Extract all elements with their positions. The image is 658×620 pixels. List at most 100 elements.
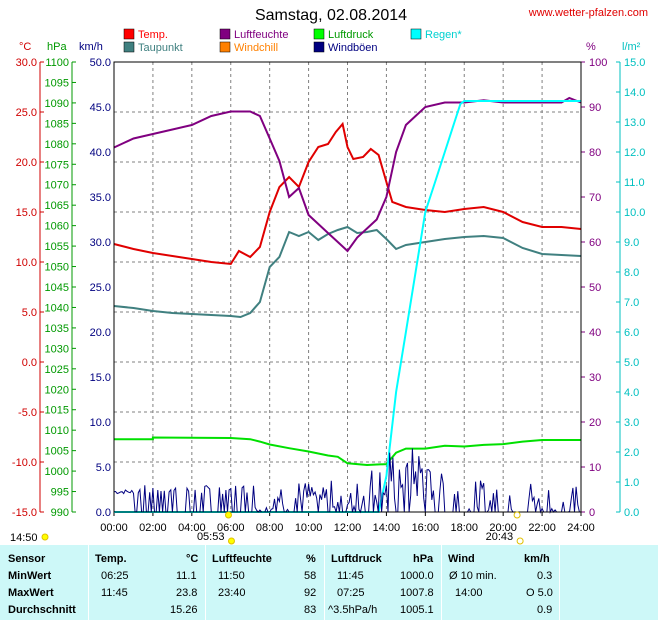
grid (114, 62, 581, 512)
tick-label-pct: 0 (589, 507, 595, 519)
stats-row-max: MaxWert 11:45 23.8 23:40 92 07:25 1007.8… (0, 585, 658, 602)
stats-header-press-unit: hPa (413, 553, 434, 565)
sunrise-icon (227, 537, 235, 545)
tick-label-pct: 60 (589, 237, 601, 249)
tick-label-x: 06:00 (217, 522, 245, 534)
tick-label-hpa: 1050 (45, 262, 69, 274)
tick-label-pct: 40 (589, 327, 601, 339)
stats-press-value: 1007.8 (400, 587, 434, 599)
axis-unit-pct: % (586, 41, 596, 53)
tick-label-temp: 5.0 (22, 307, 37, 319)
stats-header-press: Luftdruck (331, 553, 382, 565)
chart-title: Samstag, 02.08.2014 (255, 7, 407, 24)
tick-label-pct: 10 (589, 462, 601, 474)
stats-row-label: MaxWert (8, 587, 54, 599)
tick-label-temp: 10.0 (16, 257, 37, 269)
tick-label-pct: 90 (589, 102, 601, 114)
tick-label-hpa: 1090 (45, 98, 69, 110)
tick-label-x: 04:00 (178, 522, 206, 534)
tick-label-kmh: 35.0 (90, 192, 111, 204)
weather-chart: www.wetter-pfalzen.com Samstag, 02.08.20… (10, 7, 648, 545)
legend-swatch (410, 28, 422, 40)
tick-label-hpa: 1095 (45, 77, 69, 89)
tick-label-x: 10:00 (295, 522, 323, 534)
sunset-icon (516, 537, 524, 545)
tick-label-hpa: 1025 (45, 364, 69, 376)
axis-unit-rain: l/m² (622, 41, 641, 53)
series-line-temp (113, 121, 582, 266)
legend-label: Windböen (328, 42, 378, 54)
tick-label-x: 08:00 (256, 522, 284, 534)
tick-label-rain: 13.0 (624, 117, 645, 129)
tick-label-temp: 15.0 (16, 207, 37, 219)
tick-label-x: 02:00 (139, 522, 167, 534)
stats-hum-value: 83 (304, 604, 317, 616)
stats-header-row: Sensor Temp. °C Luftfeuchte % Luftdruck … (0, 551, 658, 568)
tick-label-hpa: 1045 (45, 282, 69, 294)
legend-label: Regen* (425, 29, 462, 41)
legend-swatch (123, 41, 135, 53)
sunset-time: 20:43 (486, 531, 514, 543)
tick-label-hpa: 1070 (45, 180, 69, 192)
tick-label-temp: -15.0 (12, 507, 37, 519)
axis-unit-kmh: km/h (79, 41, 103, 53)
stats-header-hum-unit: % (306, 553, 316, 565)
tick-label-hpa: 1100 (45, 57, 69, 69)
tick-label-temp: -10.0 (12, 457, 37, 469)
tick-label-hpa: 995 (51, 487, 69, 499)
tick-label-pct: 100 (589, 57, 607, 69)
site-link[interactable]: www.wetter-pfalzen.com (528, 7, 648, 19)
stats-wind-value: 0.9 (537, 604, 553, 616)
stats-hum-value: 92 (304, 587, 317, 599)
tick-label-pct: 20 (589, 417, 601, 429)
legend-swatch (219, 41, 231, 53)
tick-label-rain: 14.0 (624, 87, 645, 99)
tick-label-pct: 30 (589, 372, 601, 384)
stats-wind-value: O 5.0 (526, 587, 553, 599)
tick-label-kmh: 10.0 (90, 417, 111, 429)
tick-label-x: 16:00 (412, 522, 440, 534)
tick-label-rain: 15.0 (624, 57, 645, 69)
stats-temp-time: 06:25 (101, 570, 129, 582)
tick-label-hpa: 1055 (45, 241, 69, 253)
tick-label-hpa: 1040 (45, 302, 69, 314)
stats-press-value: 1005.1 (400, 604, 434, 616)
right-axes: 100908070605040302010015.014.013.012.011… (581, 57, 645, 519)
tick-label-hpa: 990 (51, 507, 69, 519)
tick-label-rain: 12.0 (624, 147, 645, 159)
tick-label-hpa: 1030 (45, 343, 69, 355)
stats-temp-time: 11:45 (101, 587, 128, 599)
legend-label: Luftdruck (328, 29, 374, 41)
tick-label-hpa: 1075 (45, 159, 69, 171)
legend-label: Windchill (234, 42, 278, 54)
legend-swatch (123, 28, 135, 40)
stats-temp-value: 15.26 (170, 604, 198, 616)
stats-row-label: MinWert (8, 570, 52, 582)
stats-hum-time: 11:50 (218, 570, 245, 582)
tick-label-kmh: 20.0 (90, 327, 111, 339)
stats-wind-value: 0.3 (537, 570, 553, 582)
stats-wind-label: 14:00 (455, 587, 483, 599)
tick-label-hpa: 1020 (45, 384, 69, 396)
tick-label-hpa: 1035 (45, 323, 69, 335)
sunrise-time: 05:53 (197, 531, 225, 543)
tick-label-kmh: 25.0 (90, 282, 111, 294)
tick-label-rain: 7.0 (624, 297, 639, 309)
tick-label-kmh: 30.0 (90, 237, 111, 249)
tick-label-rain: 0.0 (624, 507, 639, 519)
tick-label-temp: 20.0 (16, 157, 37, 169)
tick-label-rain: 9.0 (624, 237, 639, 249)
stats-press-time: 11:45 (337, 570, 364, 582)
plot-frame (113, 61, 582, 513)
tick-label-temp: -5.0 (18, 407, 37, 419)
stats-header-temp-unit: °C (186, 553, 199, 565)
tick-label-hpa: 1005 (45, 446, 69, 458)
tick-label-hpa: 1015 (45, 405, 69, 417)
stats-temp-value: 23.8 (176, 587, 198, 599)
tick-label-x: 20:00 (489, 522, 517, 534)
tick-label-kmh: 40.0 (90, 147, 111, 159)
tick-label-x: 24:00 (567, 522, 595, 534)
legend-swatch (313, 28, 325, 40)
stats-wind-label: Ø 10 min. (449, 570, 497, 582)
